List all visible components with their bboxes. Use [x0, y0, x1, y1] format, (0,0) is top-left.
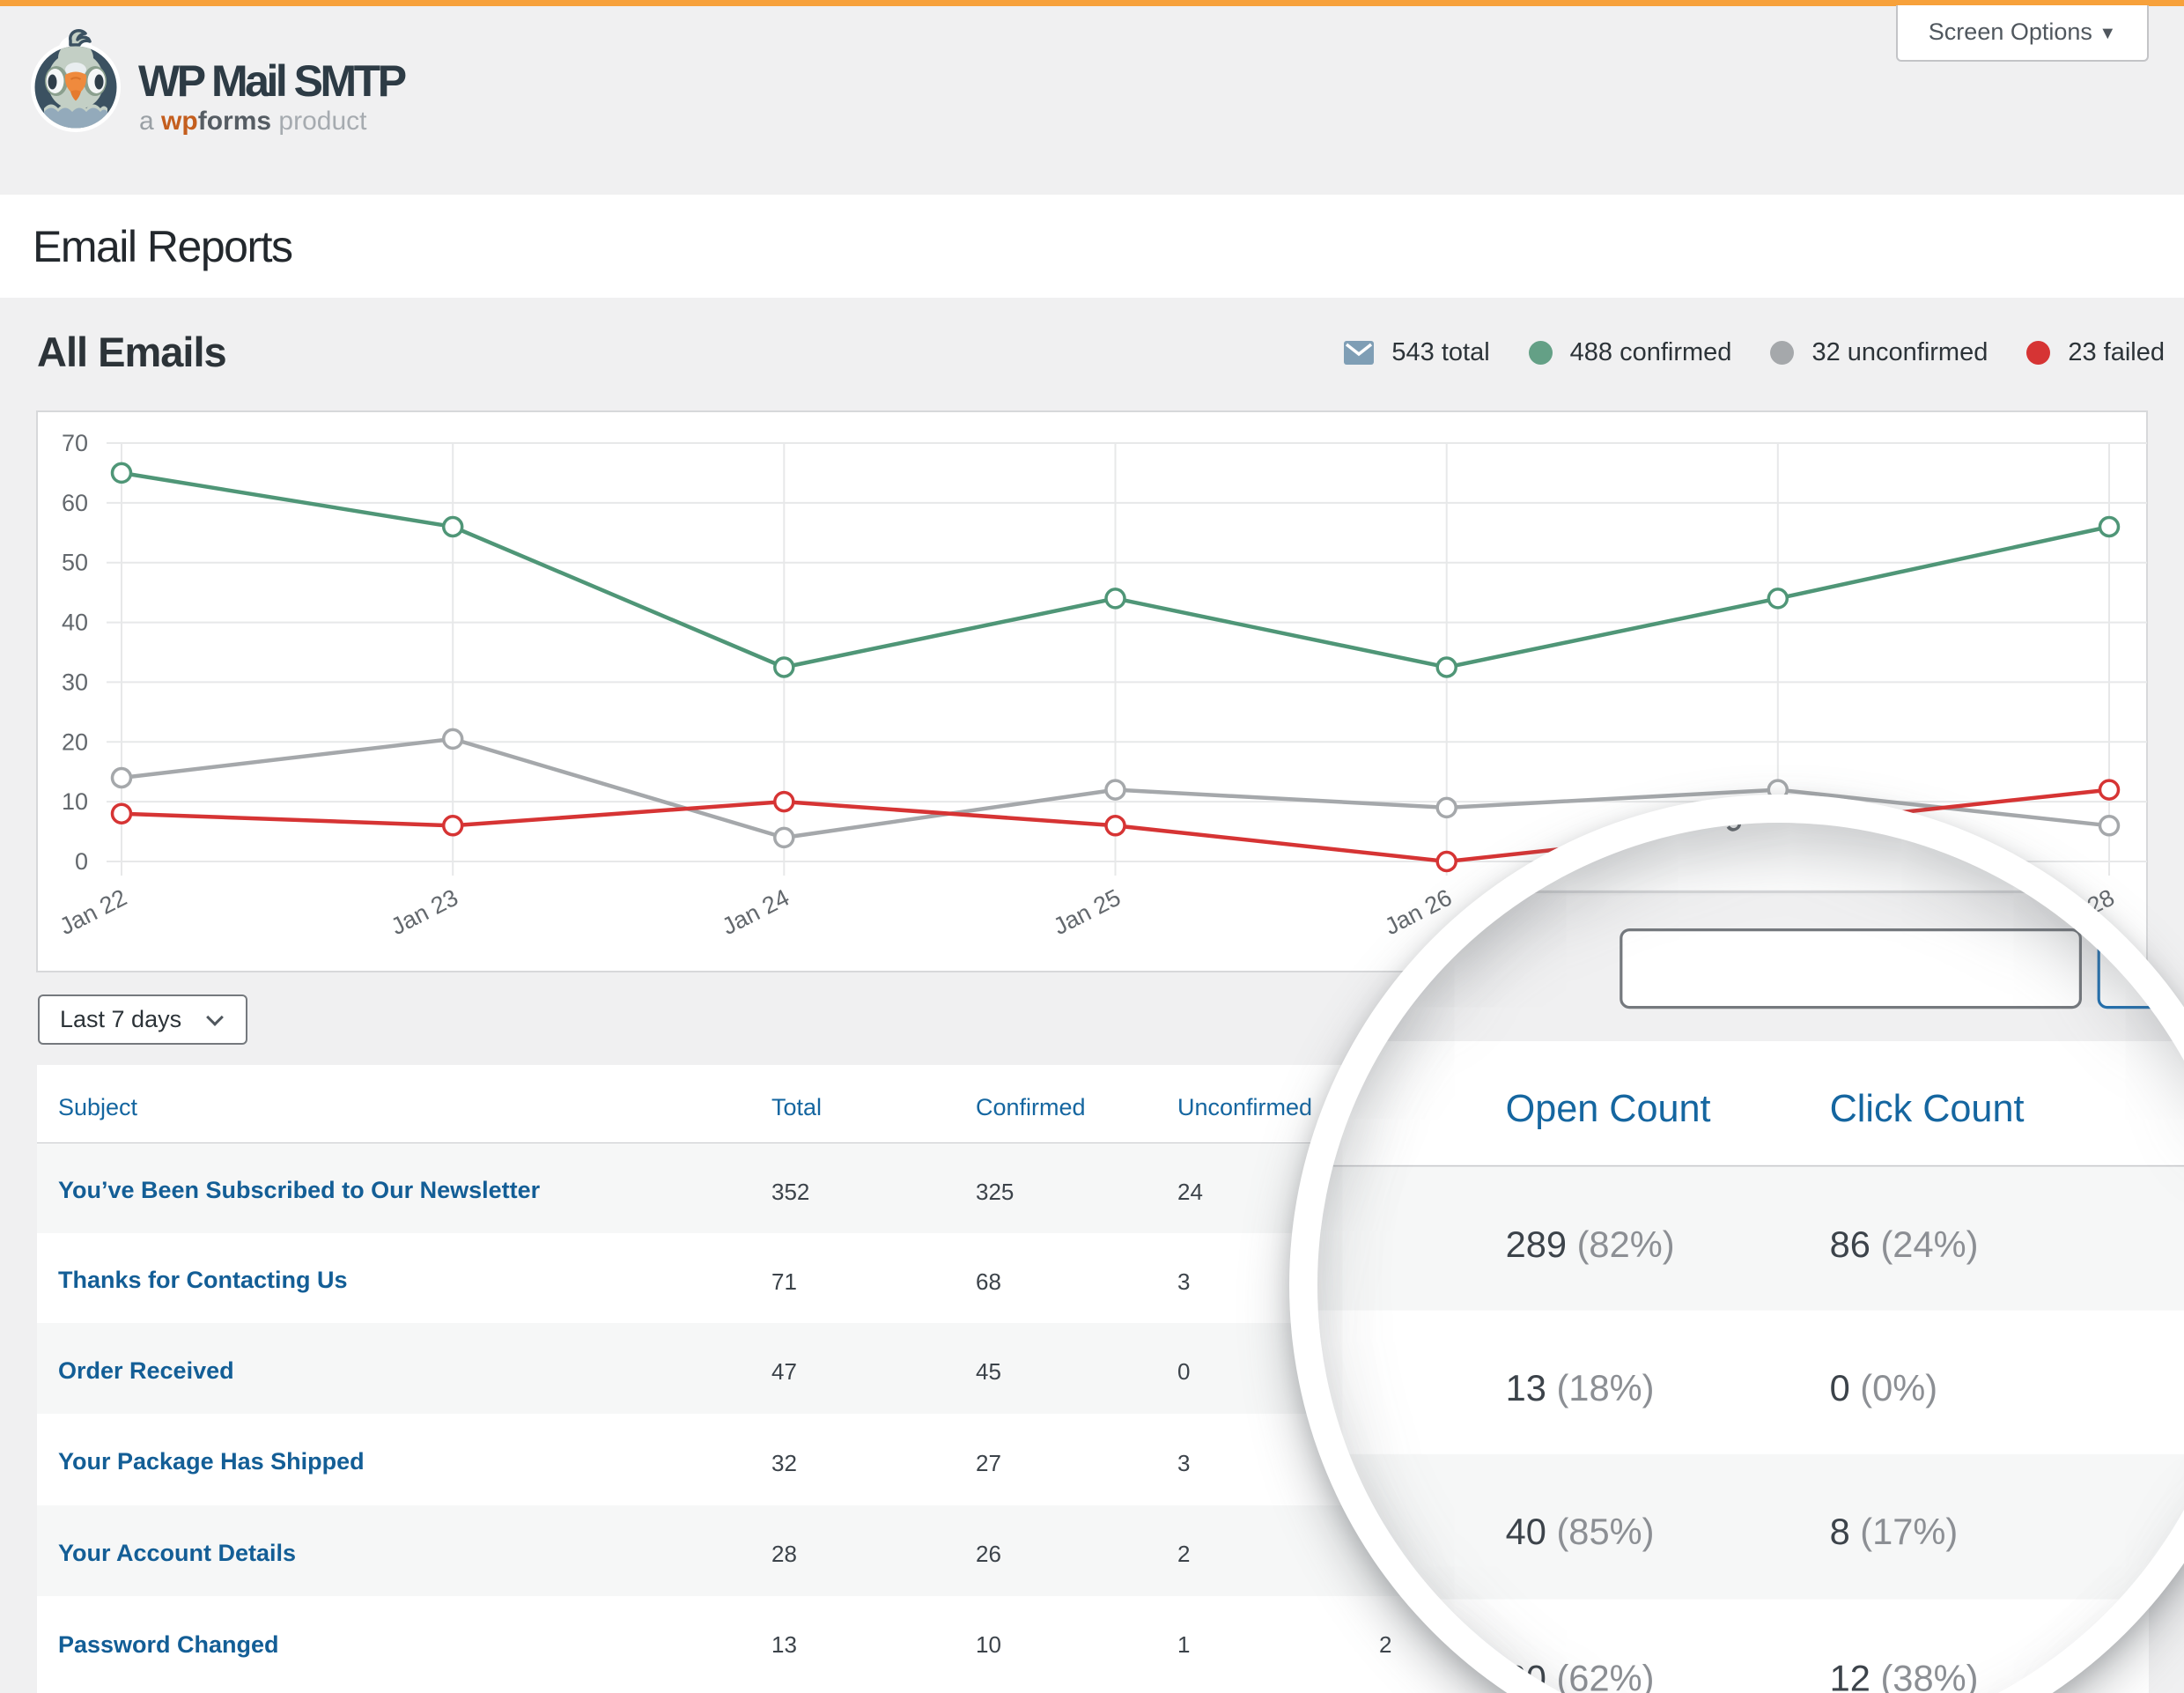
svg-text:60: 60	[62, 490, 88, 516]
svg-text:70: 70	[62, 430, 88, 456]
svg-text:Jan 27: Jan 27	[1714, 823, 1834, 841]
svg-text:Jan 25: Jan 25	[1049, 884, 1125, 941]
svg-text:40: 40	[62, 610, 88, 636]
svg-text:50: 50	[62, 550, 88, 576]
svg-text:Jan 23: Jan 23	[387, 884, 462, 941]
svg-text:Jan 22: Jan 22	[55, 884, 131, 941]
svg-text:0: 0	[75, 848, 88, 875]
svg-text:Jan 24: Jan 24	[718, 884, 793, 941]
svg-text:20: 20	[62, 728, 88, 755]
svg-text:10: 10	[62, 788, 88, 815]
svg-text:30: 30	[62, 669, 88, 695]
